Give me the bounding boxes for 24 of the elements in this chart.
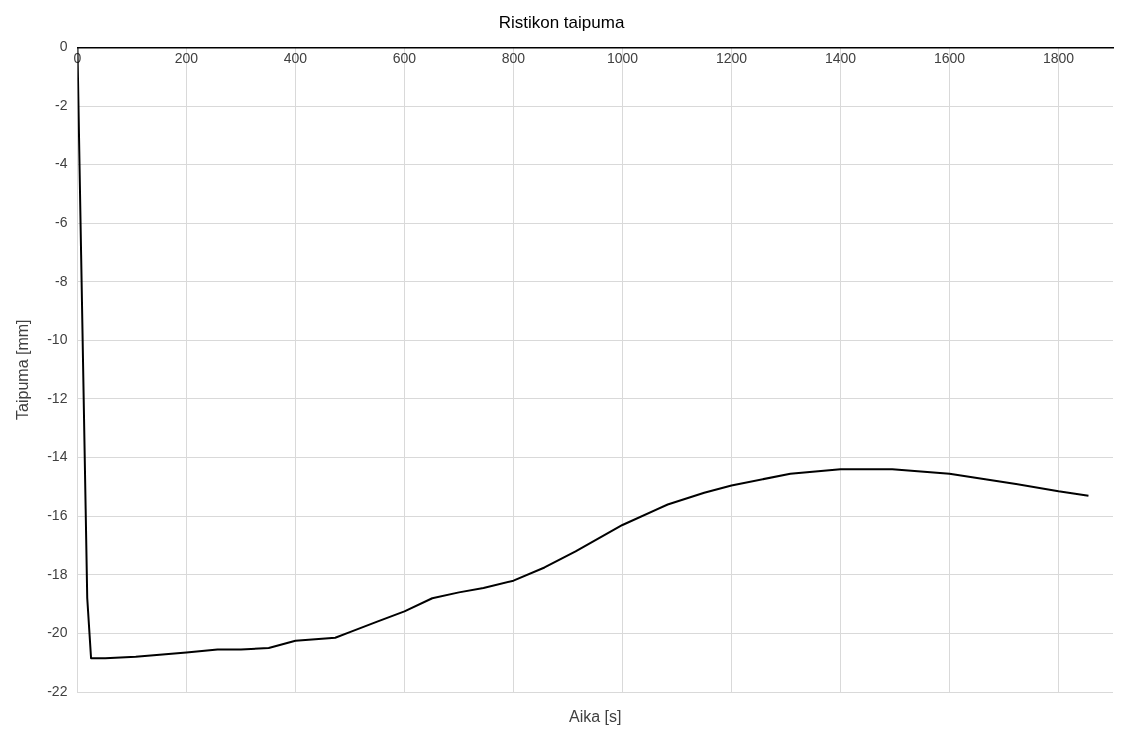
y-tick-label: -12 — [47, 389, 68, 406]
y-tick-label: 0 — [59, 38, 68, 55]
y-tick-label: -22 — [47, 682, 68, 699]
x-tick-label: 1200 — [715, 49, 748, 66]
y-tick-label: -4 — [54, 155, 68, 172]
x-tick-label: 600 — [392, 49, 417, 66]
y-tick-label: -20 — [47, 624, 68, 641]
y-tick-label: -8 — [54, 272, 68, 289]
y-tick-label: -10 — [47, 331, 68, 348]
y-tick-label: -18 — [47, 565, 68, 582]
y-axis-title: Taipuma [mm] — [14, 319, 32, 420]
y-tick-label: -2 — [54, 96, 68, 113]
chart-title: Ristikon taipuma — [498, 12, 625, 32]
y-tick-label: -14 — [47, 448, 68, 465]
x-tick-label: 1800 — [1042, 49, 1075, 66]
x-tick-label: 1400 — [824, 49, 857, 66]
y-tick-label: -16 — [47, 507, 68, 524]
x-tick-label: 800 — [501, 49, 526, 66]
x-tick-label: 1000 — [606, 49, 639, 66]
x-axis-title: Aika [s] — [568, 708, 622, 726]
y-tick-label: -6 — [54, 214, 68, 231]
x-tick-label: 1600 — [933, 49, 966, 66]
x-tick-label: 400 — [283, 49, 308, 66]
x-tick-label: 200 — [174, 49, 199, 66]
